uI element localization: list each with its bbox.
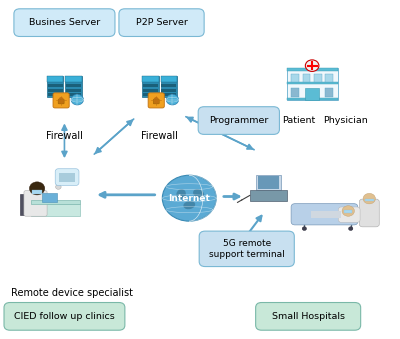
Bar xyxy=(310,211,342,218)
Bar xyxy=(31,203,80,216)
Bar xyxy=(287,82,338,84)
Text: P2P Server: P2P Server xyxy=(136,18,188,27)
Bar xyxy=(256,175,281,190)
Bar xyxy=(160,76,177,82)
Text: Physician: Physician xyxy=(324,116,368,125)
Circle shape xyxy=(71,94,84,105)
Circle shape xyxy=(60,181,64,184)
Bar xyxy=(143,89,158,92)
FancyBboxPatch shape xyxy=(4,302,125,330)
Bar xyxy=(325,88,333,97)
Text: Patient: Patient xyxy=(282,116,315,125)
Bar xyxy=(305,88,319,100)
Bar xyxy=(47,76,64,82)
Bar xyxy=(48,93,63,96)
Bar xyxy=(42,193,57,202)
Bar xyxy=(66,76,82,82)
Text: Internet: Internet xyxy=(168,194,210,203)
Bar xyxy=(48,84,63,87)
Bar xyxy=(66,76,82,97)
Bar xyxy=(20,194,26,215)
FancyBboxPatch shape xyxy=(53,93,69,108)
Bar xyxy=(66,93,81,96)
Text: 5G remote
support terminal: 5G remote support terminal xyxy=(209,239,285,259)
Ellipse shape xyxy=(176,189,186,199)
Bar xyxy=(365,199,374,201)
FancyBboxPatch shape xyxy=(199,231,294,266)
Bar xyxy=(143,93,158,96)
Bar xyxy=(47,76,64,97)
Circle shape xyxy=(166,94,179,105)
Circle shape xyxy=(348,227,353,231)
FancyBboxPatch shape xyxy=(291,204,358,225)
FancyBboxPatch shape xyxy=(198,107,280,134)
Bar xyxy=(161,84,176,87)
Bar xyxy=(292,88,299,97)
Bar xyxy=(161,93,176,96)
Ellipse shape xyxy=(183,201,195,209)
Circle shape xyxy=(56,184,61,189)
Text: Firewall: Firewall xyxy=(141,131,178,141)
Circle shape xyxy=(305,60,319,72)
Bar xyxy=(344,210,352,213)
Bar xyxy=(287,68,338,100)
FancyBboxPatch shape xyxy=(14,9,115,37)
Bar xyxy=(66,89,81,92)
Bar xyxy=(258,176,279,188)
Bar xyxy=(161,89,176,92)
FancyBboxPatch shape xyxy=(24,191,47,216)
Bar xyxy=(325,74,333,82)
Bar xyxy=(142,76,158,97)
Bar xyxy=(314,74,322,82)
Bar xyxy=(142,76,158,82)
Ellipse shape xyxy=(193,189,204,198)
Bar xyxy=(60,173,75,182)
Bar xyxy=(31,200,80,203)
Text: Busines Server: Busines Server xyxy=(29,18,100,27)
Circle shape xyxy=(30,182,45,195)
Bar xyxy=(303,74,310,82)
Bar xyxy=(292,74,299,82)
Bar xyxy=(160,76,177,97)
FancyBboxPatch shape xyxy=(338,207,360,222)
Bar xyxy=(287,68,338,71)
Circle shape xyxy=(162,175,216,221)
FancyBboxPatch shape xyxy=(58,99,64,104)
Bar xyxy=(66,84,81,87)
Circle shape xyxy=(363,193,376,204)
Bar xyxy=(143,84,158,87)
Text: CIED follow up clinics: CIED follow up clinics xyxy=(14,312,115,321)
Bar xyxy=(287,98,338,100)
FancyBboxPatch shape xyxy=(359,199,379,227)
Circle shape xyxy=(302,227,306,231)
Bar xyxy=(250,190,287,201)
Text: Small Hospitals: Small Hospitals xyxy=(272,312,345,321)
Text: Programmer: Programmer xyxy=(209,116,268,125)
Circle shape xyxy=(342,206,354,216)
FancyBboxPatch shape xyxy=(148,93,164,108)
Text: Firewall: Firewall xyxy=(46,131,83,141)
Text: Remote device specialist: Remote device specialist xyxy=(11,288,133,298)
Bar xyxy=(48,89,63,92)
FancyBboxPatch shape xyxy=(256,302,361,330)
FancyBboxPatch shape xyxy=(153,99,159,104)
Bar xyxy=(32,191,42,194)
FancyBboxPatch shape xyxy=(119,9,204,37)
FancyBboxPatch shape xyxy=(55,169,79,185)
